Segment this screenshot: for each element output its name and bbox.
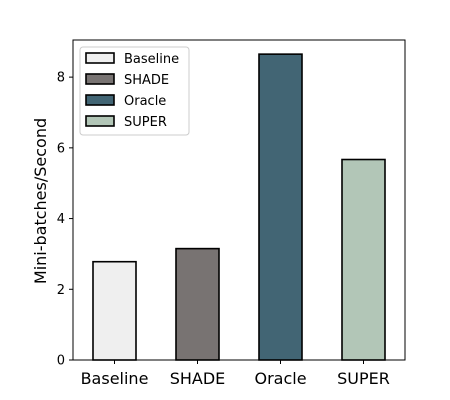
legend-swatch-super [85,115,115,127]
y-tick-label-0: 0 [57,354,65,369]
legend-swatch-shade [85,73,115,85]
y-tick-label-4: 4 [57,212,65,227]
bars-group [92,53,386,361]
plot-frame [72,39,406,361]
legend: Baseline SHADE Oracle SUPER [79,46,190,136]
x-tick-label-shade: SHADE [170,369,226,388]
y-tick-label-2: 2 [57,283,65,298]
legend-box [79,46,190,136]
bar-baseline [92,260,137,361]
legend-label-oracle: Oracle [124,94,166,109]
legend-swatch-baseline [85,52,115,64]
bar-super [341,158,386,361]
y-tick-label-6: 6 [57,141,65,156]
x-axis: Baseline SHADE Oracle SUPER [81,360,390,388]
legend-swatch-oracle [85,94,115,106]
x-tick-label-super: SUPER [337,369,390,388]
y-axis: 0 2 4 6 8 [57,71,73,369]
y-axis-title: Mini-batches/Second [31,118,50,284]
legend-label-super: SUPER [124,115,167,130]
legend-label-shade: SHADE [124,73,169,88]
legend-label-baseline: Baseline [124,52,179,67]
y-tick-label-8: 8 [57,71,65,86]
bar-oracle [258,53,303,361]
x-tick-label-oracle: Oracle [254,369,306,388]
bar-shade [175,247,220,361]
x-tick-label-baseline: Baseline [81,369,149,388]
